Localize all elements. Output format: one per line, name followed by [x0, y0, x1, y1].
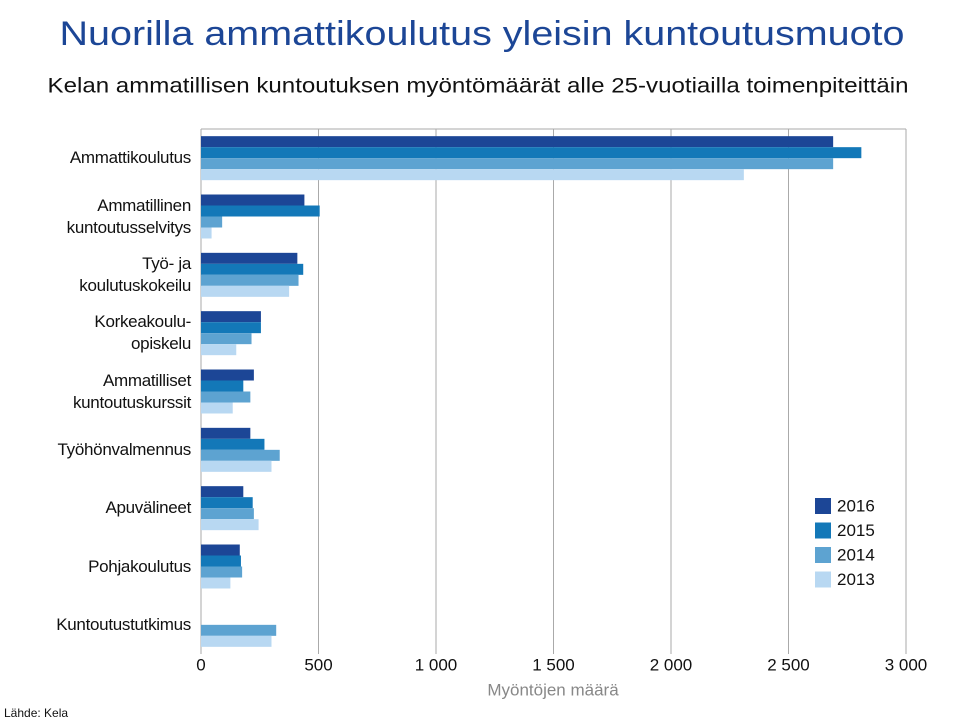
bar — [201, 333, 252, 345]
bar — [201, 577, 231, 589]
y-tick-label: Korkeakoulu- opiskelu — [94, 312, 191, 354]
legend-label: 2016 — [837, 496, 875, 515]
bar — [201, 311, 261, 323]
x-tick-label: 1 000 — [415, 655, 458, 674]
legend-swatch — [815, 547, 831, 563]
bar — [201, 380, 244, 392]
bar — [201, 486, 244, 498]
bar — [201, 391, 251, 403]
bar — [201, 252, 298, 264]
chart-subtitle: Kelan ammatillisen kuntoutuksen myöntömä… — [48, 75, 909, 98]
bar — [201, 263, 304, 275]
bar — [201, 158, 834, 170]
legend-swatch — [815, 522, 831, 539]
bar — [201, 136, 834, 148]
bar — [201, 460, 272, 472]
x-tick-label: 2 000 — [650, 655, 693, 674]
x-tick-label: 2 500 — [767, 655, 810, 674]
bar — [201, 227, 212, 239]
bar — [201, 285, 290, 297]
bar — [201, 624, 277, 636]
bar — [201, 169, 744, 181]
bar — [201, 449, 280, 461]
bar — [201, 369, 254, 381]
y-tick-label: Työhönvalmennus — [57, 439, 192, 459]
bar — [201, 427, 251, 439]
x-tick-label: 500 — [304, 655, 332, 674]
chart-title: Nuorilla ammattikoulutus yleisin kuntout… — [60, 15, 905, 53]
bar — [201, 205, 320, 217]
y-tick-label: Ammattikoulutus — [69, 148, 191, 168]
bar — [201, 555, 241, 567]
bar — [201, 402, 233, 414]
bar — [201, 344, 237, 356]
legend-label: 2013 — [837, 570, 875, 589]
source: Lähde: Kela — [4, 706, 68, 720]
legend-label: 2014 — [837, 545, 875, 564]
bar — [201, 497, 253, 509]
y-tick-label: Ammatillinen kuntoutusselvitys — [66, 195, 192, 237]
bar — [201, 635, 272, 647]
legend-swatch — [815, 571, 831, 588]
x-tick-label: 1 500 — [532, 655, 575, 674]
x-tick-label: 3 000 — [885, 655, 928, 674]
x-axis-title: Myöntöjen määrä — [487, 680, 619, 699]
y-tick-label: Työ- ja koulutuskokeilu — [79, 253, 191, 295]
y-tick-label: Apuvälineet — [105, 498, 191, 518]
bar — [201, 519, 259, 531]
bar — [201, 274, 299, 286]
y-tick-label: Ammatilliset kuntoutuskurssit — [72, 370, 191, 412]
bar — [201, 147, 862, 159]
bar — [201, 216, 223, 228]
bar — [201, 438, 265, 450]
bar — [201, 566, 243, 578]
legend-swatch — [815, 498, 831, 514]
x-tick-label: 0 — [196, 655, 205, 674]
legend-label: 2015 — [837, 521, 875, 540]
bar — [201, 544, 240, 556]
bar — [201, 322, 261, 334]
bar — [201, 508, 254, 520]
y-tick-label: Pohjakoulutus — [88, 556, 191, 576]
bar — [201, 194, 305, 206]
y-tick-label: Kuntoutustutkimus — [56, 614, 191, 634]
